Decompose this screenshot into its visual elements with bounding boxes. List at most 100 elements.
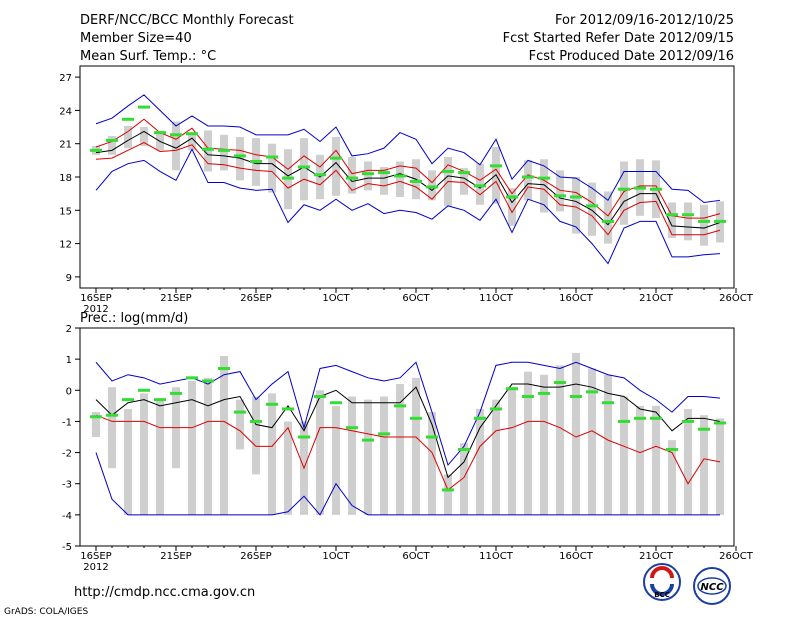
spread-box	[268, 393, 276, 515]
produced-date: Fcst Produced Date 2012/09/16	[529, 49, 734, 64]
temperature-panel: 9 12 15 18 21 24 27 16SEP 21SEP 26SEP 1OCT 6OCT 11OC…	[59, 73, 753, 315]
x-tick-label: 1OCT	[322, 551, 350, 562]
median-marker	[394, 404, 406, 408]
y-tick-label: 18	[59, 173, 72, 184]
spread-box	[284, 421, 292, 515]
median-marker	[586, 390, 598, 394]
spread-box	[396, 384, 404, 515]
median-marker	[378, 171, 390, 175]
series-line-max	[95, 148, 721, 265]
spread-box	[332, 137, 340, 196]
refer-date: Fcst Started Refer Date 2012/09/15	[503, 31, 734, 46]
spread-box	[620, 396, 628, 515]
median-marker	[266, 155, 278, 159]
median-marker	[666, 447, 678, 451]
grads-credit: GrADS: COLA/IGES	[4, 607, 88, 617]
spread-box	[300, 138, 308, 201]
median-marker	[634, 186, 646, 190]
median-marker	[442, 169, 454, 173]
median-marker	[106, 413, 118, 417]
ncc-logo-ring	[693, 567, 731, 605]
spread-box	[668, 202, 676, 239]
spread-box	[124, 408, 132, 515]
spread-box	[92, 412, 100, 437]
median-marker	[346, 426, 358, 430]
ncc-logo-text: NCC	[700, 582, 724, 593]
median-marker	[458, 171, 470, 175]
x-tick-label: 21OCT	[639, 551, 674, 562]
spread-box	[156, 399, 164, 515]
median-marker	[122, 398, 134, 402]
spread-box	[572, 352, 580, 515]
median-marker	[650, 416, 662, 420]
spread-box	[412, 377, 420, 515]
spread-box	[620, 161, 628, 225]
series-line-min	[95, 452, 720, 516]
median-marker	[714, 421, 726, 425]
median-marker	[570, 395, 582, 399]
chart-title: DERF/NCC/BCC Monthly Forecast	[80, 13, 294, 28]
bcc-logo-text: BCC	[654, 591, 670, 599]
x-tick-label: 11OCT	[479, 551, 514, 562]
spread-box	[108, 387, 116, 469]
spread-box	[508, 387, 516, 515]
spread-box	[668, 440, 676, 515]
x-tick-label: 26OCT	[719, 293, 754, 304]
series-line-min	[95, 94, 721, 204]
y-tick-label: -4	[62, 511, 72, 522]
median-marker	[698, 219, 710, 223]
y-tick-label: 12	[59, 240, 72, 251]
median-marker	[218, 148, 230, 152]
spread-box	[204, 377, 212, 515]
spread-box	[492, 399, 500, 515]
ncc-logo: NCC	[693, 567, 731, 605]
median-marker	[554, 381, 566, 384]
median-marker	[330, 156, 342, 160]
precip-panel: -5 -4 -3 -2 -1 0 1 2 16SEP 21SEP 26SEP 1OCT 6OCT 11OC…	[62, 324, 754, 573]
spread-box	[476, 163, 484, 205]
median-marker	[330, 401, 342, 405]
median-marker	[138, 105, 150, 109]
x-tick-label: 26OCT	[719, 551, 754, 562]
median-marker	[378, 432, 390, 436]
median-marker	[106, 138, 118, 142]
median-marker	[458, 447, 470, 451]
median-marker	[122, 117, 134, 121]
median-marker	[282, 176, 294, 180]
forecast-period: For 2012/09/16-2012/10/25	[555, 13, 734, 28]
spread-box	[348, 396, 356, 515]
spread-box	[428, 412, 436, 515]
spread-box	[220, 356, 228, 515]
series-line-p25	[95, 414, 721, 491]
median-marker	[90, 415, 102, 419]
median-marker	[394, 174, 406, 178]
spread-box	[508, 188, 516, 226]
bcc-logo: BCC	[643, 563, 681, 601]
spread-box	[524, 160, 532, 201]
median-marker	[698, 427, 710, 431]
spread-box	[588, 182, 596, 236]
median-marker	[266, 402, 278, 406]
median-marker	[298, 165, 310, 169]
x-tick-label: 6OCT	[402, 551, 430, 562]
spread-box	[444, 474, 452, 515]
y-tick-label: -3	[62, 480, 72, 491]
median-marker	[410, 416, 422, 420]
median-marker	[506, 195, 518, 199]
source-url[interactable]: http://cmdp.ncc.cma.gov.cn	[74, 585, 255, 600]
series-line-p25	[95, 142, 721, 236]
x-tick-label: 16OCT	[559, 551, 594, 562]
spread-box	[220, 134, 228, 171]
spread-box	[316, 390, 324, 515]
median-marker	[442, 488, 454, 492]
y-tick-label: 2	[66, 324, 72, 335]
spread-box	[348, 157, 356, 194]
spread-box	[268, 143, 276, 193]
median-marker	[314, 173, 326, 177]
median-marker	[202, 147, 214, 151]
median-marker	[714, 219, 726, 223]
x-tick-label: 21SEP	[160, 551, 191, 562]
spread-box	[460, 168, 468, 195]
median-marker	[426, 435, 438, 439]
